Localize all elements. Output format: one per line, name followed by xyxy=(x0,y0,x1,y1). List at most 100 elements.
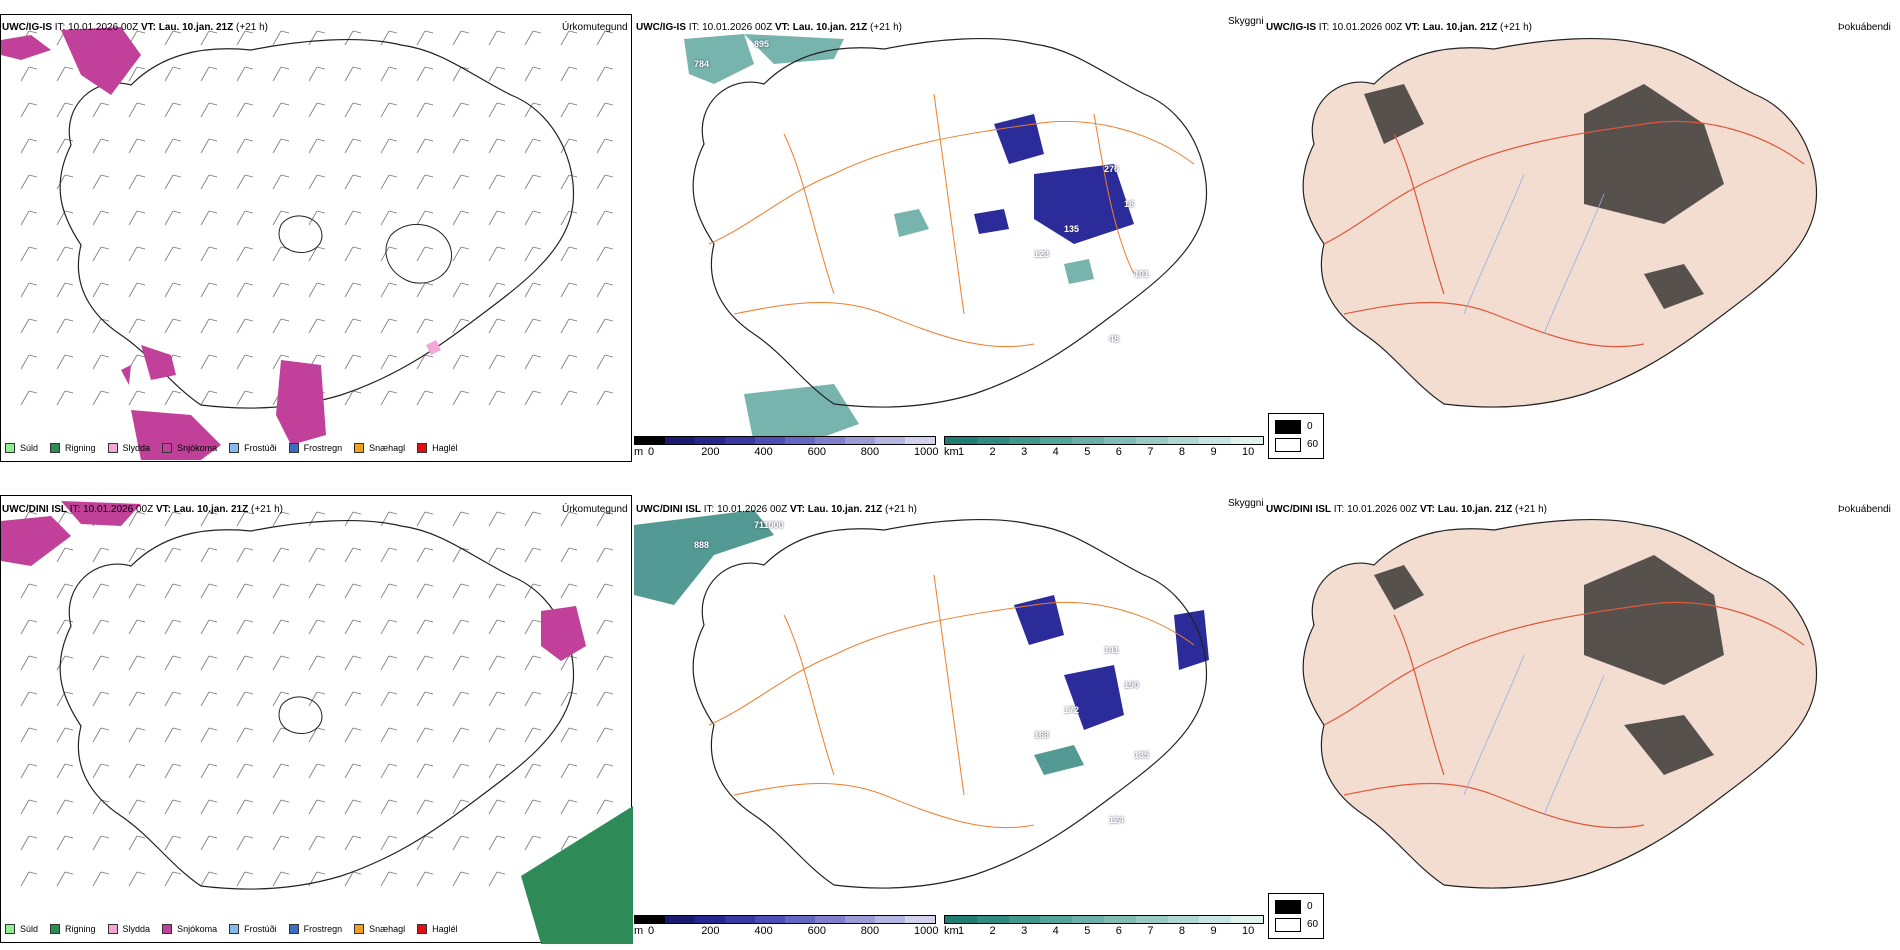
wind-barb xyxy=(524,102,542,118)
wind-barb xyxy=(344,619,362,635)
wind-barb xyxy=(200,871,218,887)
wind-barb xyxy=(92,583,110,599)
wind-barb xyxy=(416,390,434,406)
wind-barb xyxy=(380,799,398,815)
fog-shading xyxy=(1364,84,1724,309)
wind-barb xyxy=(596,619,614,635)
wind-barb xyxy=(488,246,506,262)
legend-low: 0 xyxy=(1307,421,1313,432)
wind-barb xyxy=(560,691,578,707)
wind-barb xyxy=(452,246,470,262)
legend-item: Snjókoma xyxy=(162,443,217,453)
visibility-value-label: 135 xyxy=(1134,750,1150,760)
visibility-title-1: Skyggni xyxy=(1228,16,1264,27)
wind-barb xyxy=(344,871,362,887)
wind-barb xyxy=(452,138,470,154)
wind-barb xyxy=(128,871,146,887)
wind-barb xyxy=(272,138,290,154)
wind-barb xyxy=(344,583,362,599)
fog-title-1: Þokuábendi xyxy=(1838,22,1891,33)
wind-barb xyxy=(344,511,362,527)
wind-barbs xyxy=(20,511,614,887)
precip-type-panel-2: Súld Rigning Slydda Snjókoma Frostúði Frostre… xyxy=(0,495,633,944)
wind-barb xyxy=(272,30,290,46)
wind-barb xyxy=(56,619,74,635)
wind-barb xyxy=(524,727,542,743)
wind-barb xyxy=(488,30,506,46)
wind-barb xyxy=(128,174,146,190)
wind-barb xyxy=(380,619,398,635)
colorbar-segment xyxy=(945,916,977,923)
wind-barb xyxy=(56,835,74,851)
visibility-map-2 xyxy=(634,510,1209,889)
wind-barb xyxy=(560,210,578,226)
legend-label: Snæhagl xyxy=(369,443,406,453)
wind-barb xyxy=(164,691,182,707)
wind-barb xyxy=(20,835,38,851)
visibility-value-label: 124 xyxy=(1109,815,1125,825)
colorbar-unit: km xyxy=(944,925,959,937)
wind-barb xyxy=(92,763,110,779)
header-1c: UWC/IG-IS IT: 10.01.2026 00Z VT: Lau. 10… xyxy=(1266,22,1532,33)
visibility-colorbar-strip xyxy=(944,915,1264,924)
wind-barb xyxy=(416,547,434,563)
legend-item: Slydda xyxy=(107,924,150,934)
wind-barb xyxy=(128,138,146,154)
wind-barb xyxy=(236,246,254,262)
wind-barb xyxy=(488,282,506,298)
wind-barb xyxy=(416,763,434,779)
wind-barb xyxy=(596,799,614,815)
visibility-colorbar-1: km 1 2 3 4 5 6 7 8 9 10 xyxy=(944,436,1264,458)
wind-barb xyxy=(200,511,218,527)
wind-barb xyxy=(416,727,434,743)
wind-barb xyxy=(344,282,362,298)
wind-barb xyxy=(236,318,254,334)
ceiling-colorbar-1: m 0 200 400 600 800 1000 xyxy=(634,436,938,458)
wind-barb xyxy=(92,246,110,262)
wind-barb xyxy=(452,871,470,887)
colorbar-segment xyxy=(1103,437,1136,444)
wind-barb xyxy=(380,354,398,370)
wind-barb xyxy=(560,655,578,671)
wind-barb xyxy=(308,871,326,887)
fog-map-1 xyxy=(1302,37,1818,408)
legend-swatch xyxy=(288,924,299,934)
visibility-value-label: 168 xyxy=(1034,730,1050,740)
wind-barb xyxy=(236,799,254,815)
wind-barb xyxy=(560,66,578,82)
wind-barb xyxy=(164,619,182,635)
wind-barb xyxy=(272,174,290,190)
wind-barb xyxy=(380,547,398,563)
wind-barb xyxy=(128,246,146,262)
wind-barb xyxy=(164,318,182,334)
wind-barb xyxy=(416,138,434,154)
colorbar-segment xyxy=(976,437,1009,444)
wind-barb xyxy=(452,174,470,190)
wind-barb xyxy=(380,66,398,82)
legend-swatch xyxy=(50,443,61,453)
legend-label: Snjókoma xyxy=(177,924,218,934)
legend-swatch xyxy=(162,924,173,934)
wind-barb xyxy=(416,871,434,887)
it-value: 10.01.2026 00Z xyxy=(1347,504,1418,515)
it-label: IT: xyxy=(54,22,66,33)
wind-barb xyxy=(236,511,254,527)
wind-barb xyxy=(488,763,506,779)
wind-barb xyxy=(380,390,398,406)
legend-label: Haglél xyxy=(432,924,458,934)
wind-barb xyxy=(236,835,254,851)
colorbar-tick: 2 xyxy=(989,446,996,458)
wind-barb xyxy=(488,655,506,671)
wind-barb xyxy=(452,66,470,82)
wind-barb xyxy=(344,835,362,851)
wind-barb xyxy=(416,246,434,262)
snow-areas xyxy=(1,501,586,661)
legend-item: Súld xyxy=(5,924,38,934)
wind-barb xyxy=(56,871,74,887)
wind-barb xyxy=(272,511,290,527)
wind-barb xyxy=(452,390,470,406)
visibility-value-label: 784 xyxy=(694,59,710,69)
legend-swatch xyxy=(162,443,173,453)
wind-barb xyxy=(596,727,614,743)
wind-barb xyxy=(200,30,218,46)
